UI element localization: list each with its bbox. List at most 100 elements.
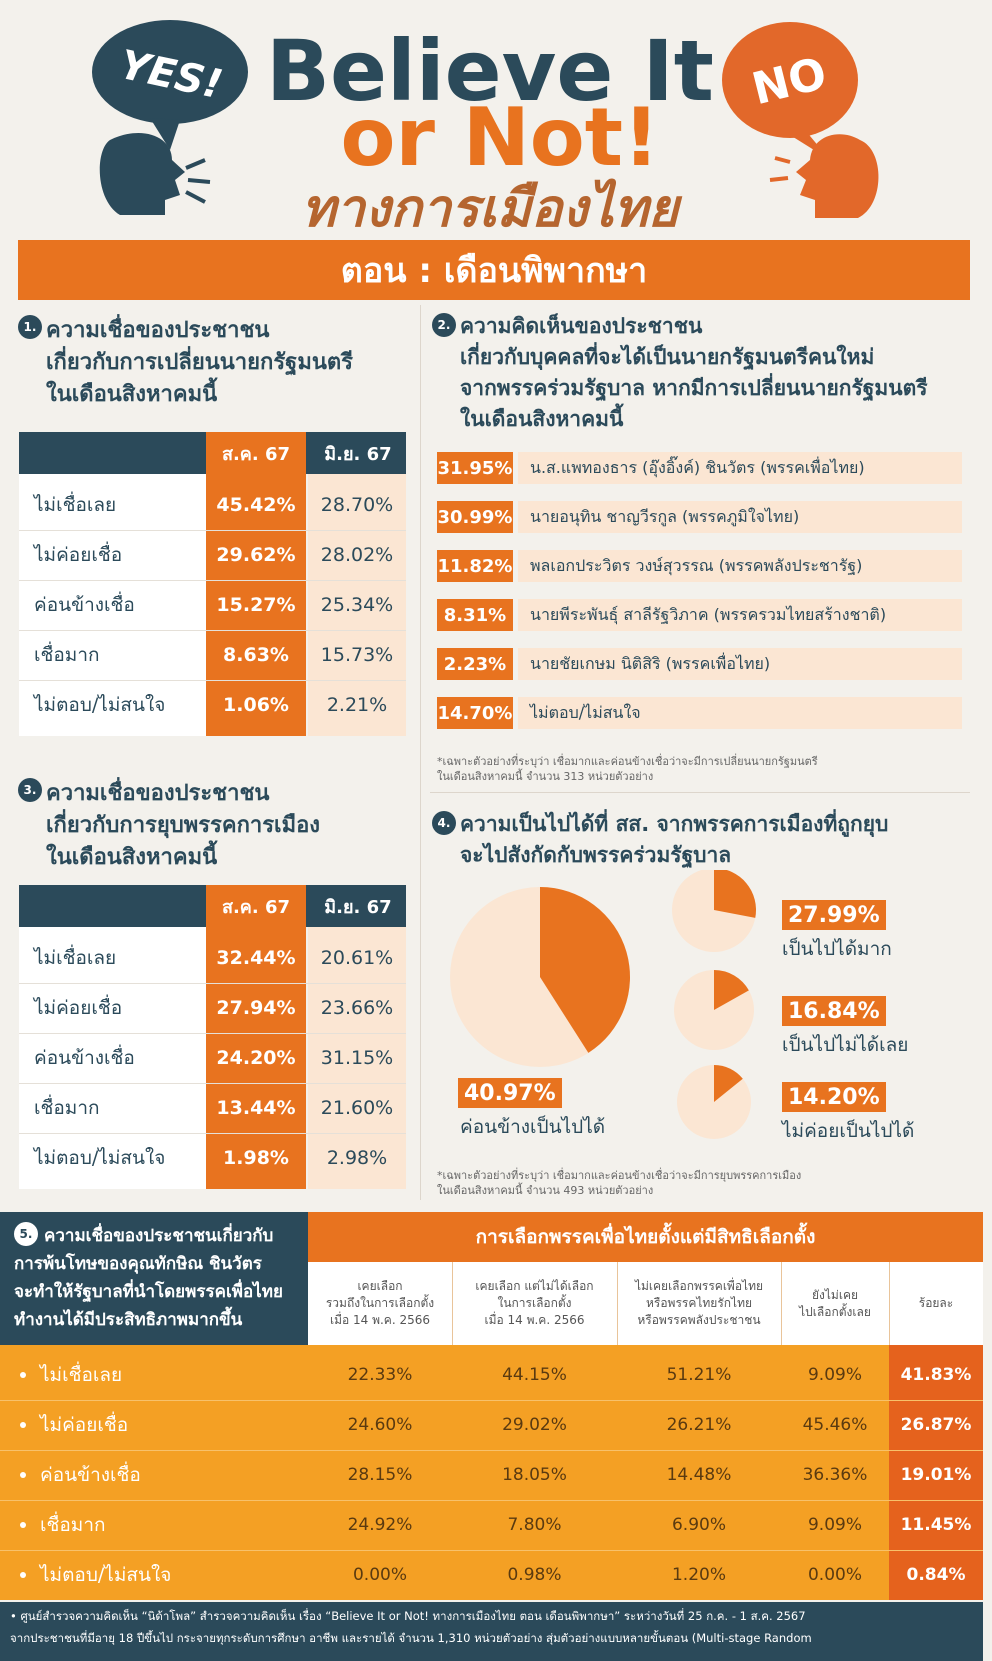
cell: 1.98% bbox=[223, 1147, 289, 1169]
divider bbox=[430, 792, 970, 793]
row-bullet bbox=[20, 1372, 26, 1378]
row-label: ไม่เชื่อเลย bbox=[34, 947, 117, 969]
percent-box: 30.99% bbox=[437, 501, 513, 533]
note: *เฉพาะตัวอย่างที่ระบุว่า เชื่อมากและค่อน… bbox=[437, 1169, 802, 1182]
cell: 25.34% bbox=[320, 594, 394, 616]
pie-wedge bbox=[714, 870, 756, 918]
percent-box: 11.82% bbox=[437, 550, 513, 582]
row-divider bbox=[19, 530, 406, 531]
pie-label: 27.99% bbox=[782, 900, 886, 930]
row-divider bbox=[19, 630, 406, 631]
name-bar: ไม่ตอบ/ไม่สนใจ bbox=[518, 697, 962, 729]
cell: 6.90% bbox=[671, 1515, 726, 1535]
yes-bubble bbox=[92, 20, 248, 124]
column-header: ร้อยละ bbox=[889, 1262, 983, 1345]
row-bullet bbox=[20, 1422, 26, 1428]
section-title: ความเชื่อของประชาชน bbox=[46, 318, 270, 343]
column-header: มิ.ย. 67 bbox=[324, 443, 392, 465]
cell: 9.09% bbox=[807, 1515, 862, 1535]
banner: ตอน : เดือนพิพากษา bbox=[18, 240, 970, 300]
cell: 18.05% bbox=[502, 1465, 567, 1485]
section-number: 4. bbox=[432, 811, 456, 835]
column-header: เคยเลือก รวมถึงในการเลือกตั้ง เมื่อ 14 พ.ค… bbox=[308, 1262, 452, 1345]
note: *เฉพาะตัวอย่างที่ระบุว่า เชื่อมากและค่อน… bbox=[437, 755, 818, 768]
cell: 0.00% bbox=[807, 1565, 862, 1585]
cell: 45.42% bbox=[216, 494, 296, 516]
cell: 21.60% bbox=[320, 1097, 394, 1119]
pie-caption: ค่อนข้างเป็นไปได้ bbox=[460, 1116, 606, 1138]
section-title: ความเป็นไปได้ที่ สส. จากพรรคการเมืองที่ถ… bbox=[460, 812, 889, 836]
section-title: จากพรรคร่วมรัฐบาล หากมีการเปลี่ยนนายกรัฐ… bbox=[460, 376, 928, 400]
cell: 11.45% bbox=[900, 1515, 972, 1535]
section-title: ความเชื่อของประชาชนเกี่ยวกับ bbox=[44, 1226, 274, 1246]
row-divider bbox=[19, 1033, 406, 1034]
section-title: จะทำให้รัฐบาลที่นำโดยพรรคเพื่อไทย bbox=[14, 1282, 283, 1302]
cell: 27.94% bbox=[216, 997, 296, 1019]
note: ในเดือนสิงหาคมนี้ จำนวน 313 หน่วยตัวอย่า… bbox=[437, 770, 654, 783]
divider bbox=[420, 305, 421, 1200]
table-body bbox=[19, 927, 206, 1189]
section-title: เกี่ยวกับการเปลี่ยนนายกรัฐมนตรี bbox=[46, 350, 353, 375]
row-label: ค่อนข้างเชื่อ bbox=[34, 1047, 135, 1069]
cell: 19.01% bbox=[900, 1465, 972, 1485]
row-label: ไม่ตอบ/ไม่สนใจ bbox=[40, 1564, 172, 1586]
pie-label: 14.20% bbox=[782, 1082, 886, 1112]
section-title: ในเดือนสิงหาคมนี้ bbox=[46, 382, 218, 407]
name-bar: นายพีระพันธุ์ สาลีรัฐวิภาค (พรรครวมไทยสร… bbox=[518, 599, 962, 631]
group-header: การเลือกพรรคเพื่อไทยตั้งแต่มีสิทธิเลือกต… bbox=[308, 1212, 983, 1262]
cell: 15.73% bbox=[320, 644, 394, 666]
row-divider bbox=[19, 983, 406, 984]
percent-box: 14.70% bbox=[437, 697, 513, 729]
section-title: เกี่ยวกับการยุบพรรคการเมือง bbox=[46, 813, 321, 838]
title-line1: Believe It bbox=[266, 22, 714, 120]
row-divider bbox=[0, 1450, 983, 1451]
column-header: มิ.ย. 67 bbox=[324, 896, 392, 918]
pie-caption: เป็นไปได้มาก bbox=[782, 938, 892, 960]
pie-caption: ไม่ค่อยเป็นไปได้ bbox=[782, 1120, 915, 1142]
row-label: ไม่ค่อยเชื่อ bbox=[34, 544, 123, 566]
cell: 29.62% bbox=[216, 544, 296, 566]
cell: 41.83% bbox=[900, 1365, 972, 1385]
name-bar: น.ส.แพทองธาร (อุ๊งอิ๊งค์) ชินวัตร (พรรคเ… bbox=[518, 452, 962, 484]
row-divider bbox=[0, 1500, 983, 1501]
section-number: 3. bbox=[18, 778, 42, 802]
cell: 1.20% bbox=[671, 1565, 726, 1585]
row-bullet bbox=[20, 1472, 26, 1478]
column-light bbox=[308, 927, 406, 1189]
footer-text: • ศูนย์สำรวจความคิดเห็น “นิด้าโพล” สำรวจ… bbox=[10, 1609, 806, 1623]
pie-wedge bbox=[714, 1065, 743, 1102]
column-header-line: ไม่เคยเลือกพรรคเพื่อไทย bbox=[634, 1279, 764, 1293]
cell: 0.98% bbox=[507, 1565, 562, 1585]
column-header: ยังไม่เคย ไปเลือกตั้งเลย bbox=[781, 1262, 889, 1345]
column-header-line: เมื่อ 14 พ.ค. 2566 bbox=[484, 1313, 585, 1327]
cell: 51.21% bbox=[666, 1365, 732, 1385]
column-header-line: หรือพรรคไทยรักไทย bbox=[645, 1296, 753, 1310]
row-label: ไม่ตอบ/ไม่สนใจ bbox=[34, 694, 166, 716]
cell: 8.63% bbox=[223, 644, 289, 666]
column-header: ส.ค. 67 bbox=[221, 896, 291, 918]
cell: 44.15% bbox=[502, 1365, 567, 1385]
row-divider bbox=[19, 680, 406, 681]
no-head bbox=[796, 134, 879, 218]
row-label: ไม่ตอบ/ไม่สนใจ bbox=[34, 1147, 166, 1169]
percent-box: 2.23% bbox=[437, 648, 513, 680]
column-header-line: เมื่อ 14 พ.ค. 2566 bbox=[329, 1313, 431, 1327]
subtitle: ทางการเมืองไทย bbox=[301, 178, 683, 239]
section-title: การพ้นโทษของคุณทักษิณ ชินวัตร bbox=[14, 1254, 262, 1274]
cell: 28.02% bbox=[320, 544, 394, 566]
last-col-bg bbox=[889, 1345, 983, 1600]
section-number: 5. bbox=[14, 1222, 38, 1246]
column-header-line: หรือพรรคพลังประชาชน bbox=[637, 1313, 761, 1327]
rows-bg bbox=[0, 1345, 983, 1600]
yes-head bbox=[99, 132, 185, 215]
pie-wedge bbox=[540, 887, 630, 1053]
row-label: ค่อนข้างเชื่อ bbox=[40, 1464, 141, 1486]
no-shout bbox=[769, 156, 791, 182]
row-bullet bbox=[20, 1522, 26, 1528]
title-line2: or Not! bbox=[341, 91, 660, 184]
cell: 2.98% bbox=[326, 1147, 388, 1169]
table-body bbox=[19, 474, 206, 736]
column-header-line: เคยเลือก แต่ไม่ได้เลือก bbox=[475, 1279, 594, 1293]
row-label: ไม่เชื่อเลย bbox=[40, 1364, 123, 1386]
